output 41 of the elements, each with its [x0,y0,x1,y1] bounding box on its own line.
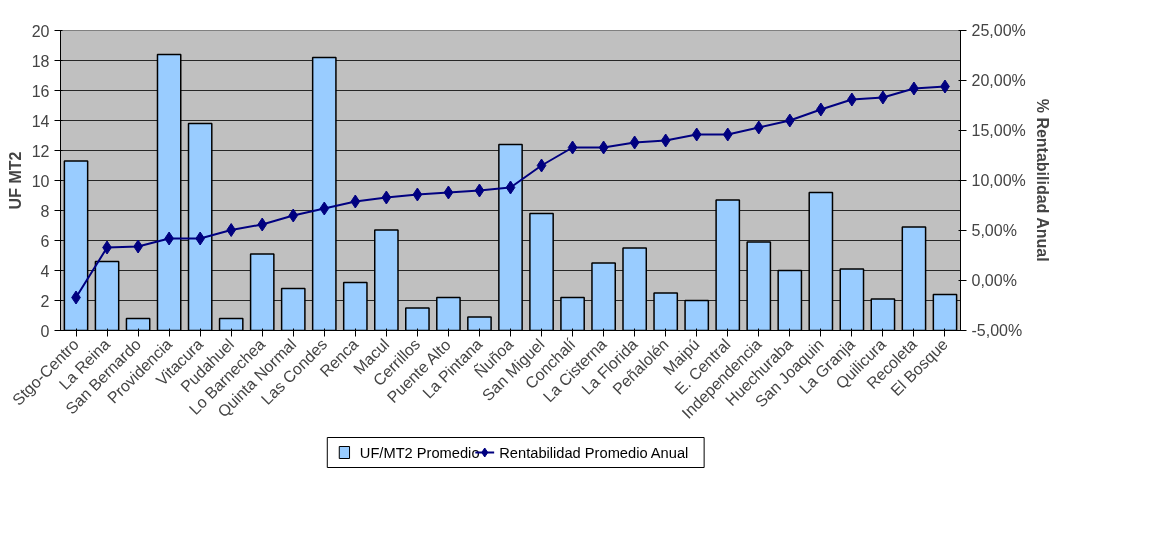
y-axis-title: UF MT2 [6,151,24,210]
y-tick-label: 0 [40,322,50,340]
point [350,194,361,209]
point [381,190,392,205]
y2-tick-label: -5,00% [971,322,1023,339]
y2-tick-label: 25,00% [971,22,1026,39]
y-tick-label: 16 [31,82,50,100]
y2-tick-label: 20,00% [971,72,1026,89]
y-tick-label: 14 [31,112,50,130]
point [660,133,671,148]
y-tick-label: 6 [40,232,50,250]
y2-tick-label: 10,00% [971,172,1026,189]
point [505,180,516,195]
point [567,140,578,155]
point [784,113,795,128]
point [722,127,733,142]
point [536,158,547,173]
point [257,217,268,232]
point [753,120,764,135]
legend-label: Rentabilidad Promedio Anual [499,444,689,461]
point [598,140,609,155]
y2-axis-title: % Rentabilidad Anual [1033,98,1051,262]
point [226,223,237,237]
y-tick-label: 10 [31,172,50,190]
y-tick-label: 4 [40,262,50,280]
point [629,135,640,150]
point [288,208,299,223]
y2-tick-label: 5,00% [971,222,1017,239]
point [474,183,485,198]
y-tick-label: 12 [31,142,50,160]
point [443,185,454,200]
legend-label: UF/MT2 Promedio [359,444,480,461]
y2-tick-label: 15,00% [971,122,1026,139]
point [691,127,702,142]
y-tick-label: 20 [31,22,50,40]
y2-tick-label: 0,00% [971,272,1017,289]
y-tick-label: 2 [40,292,50,310]
y-tick-label: 8 [40,202,50,220]
point [412,187,423,202]
y-tick-label: 18 [31,52,50,70]
point [319,201,330,216]
